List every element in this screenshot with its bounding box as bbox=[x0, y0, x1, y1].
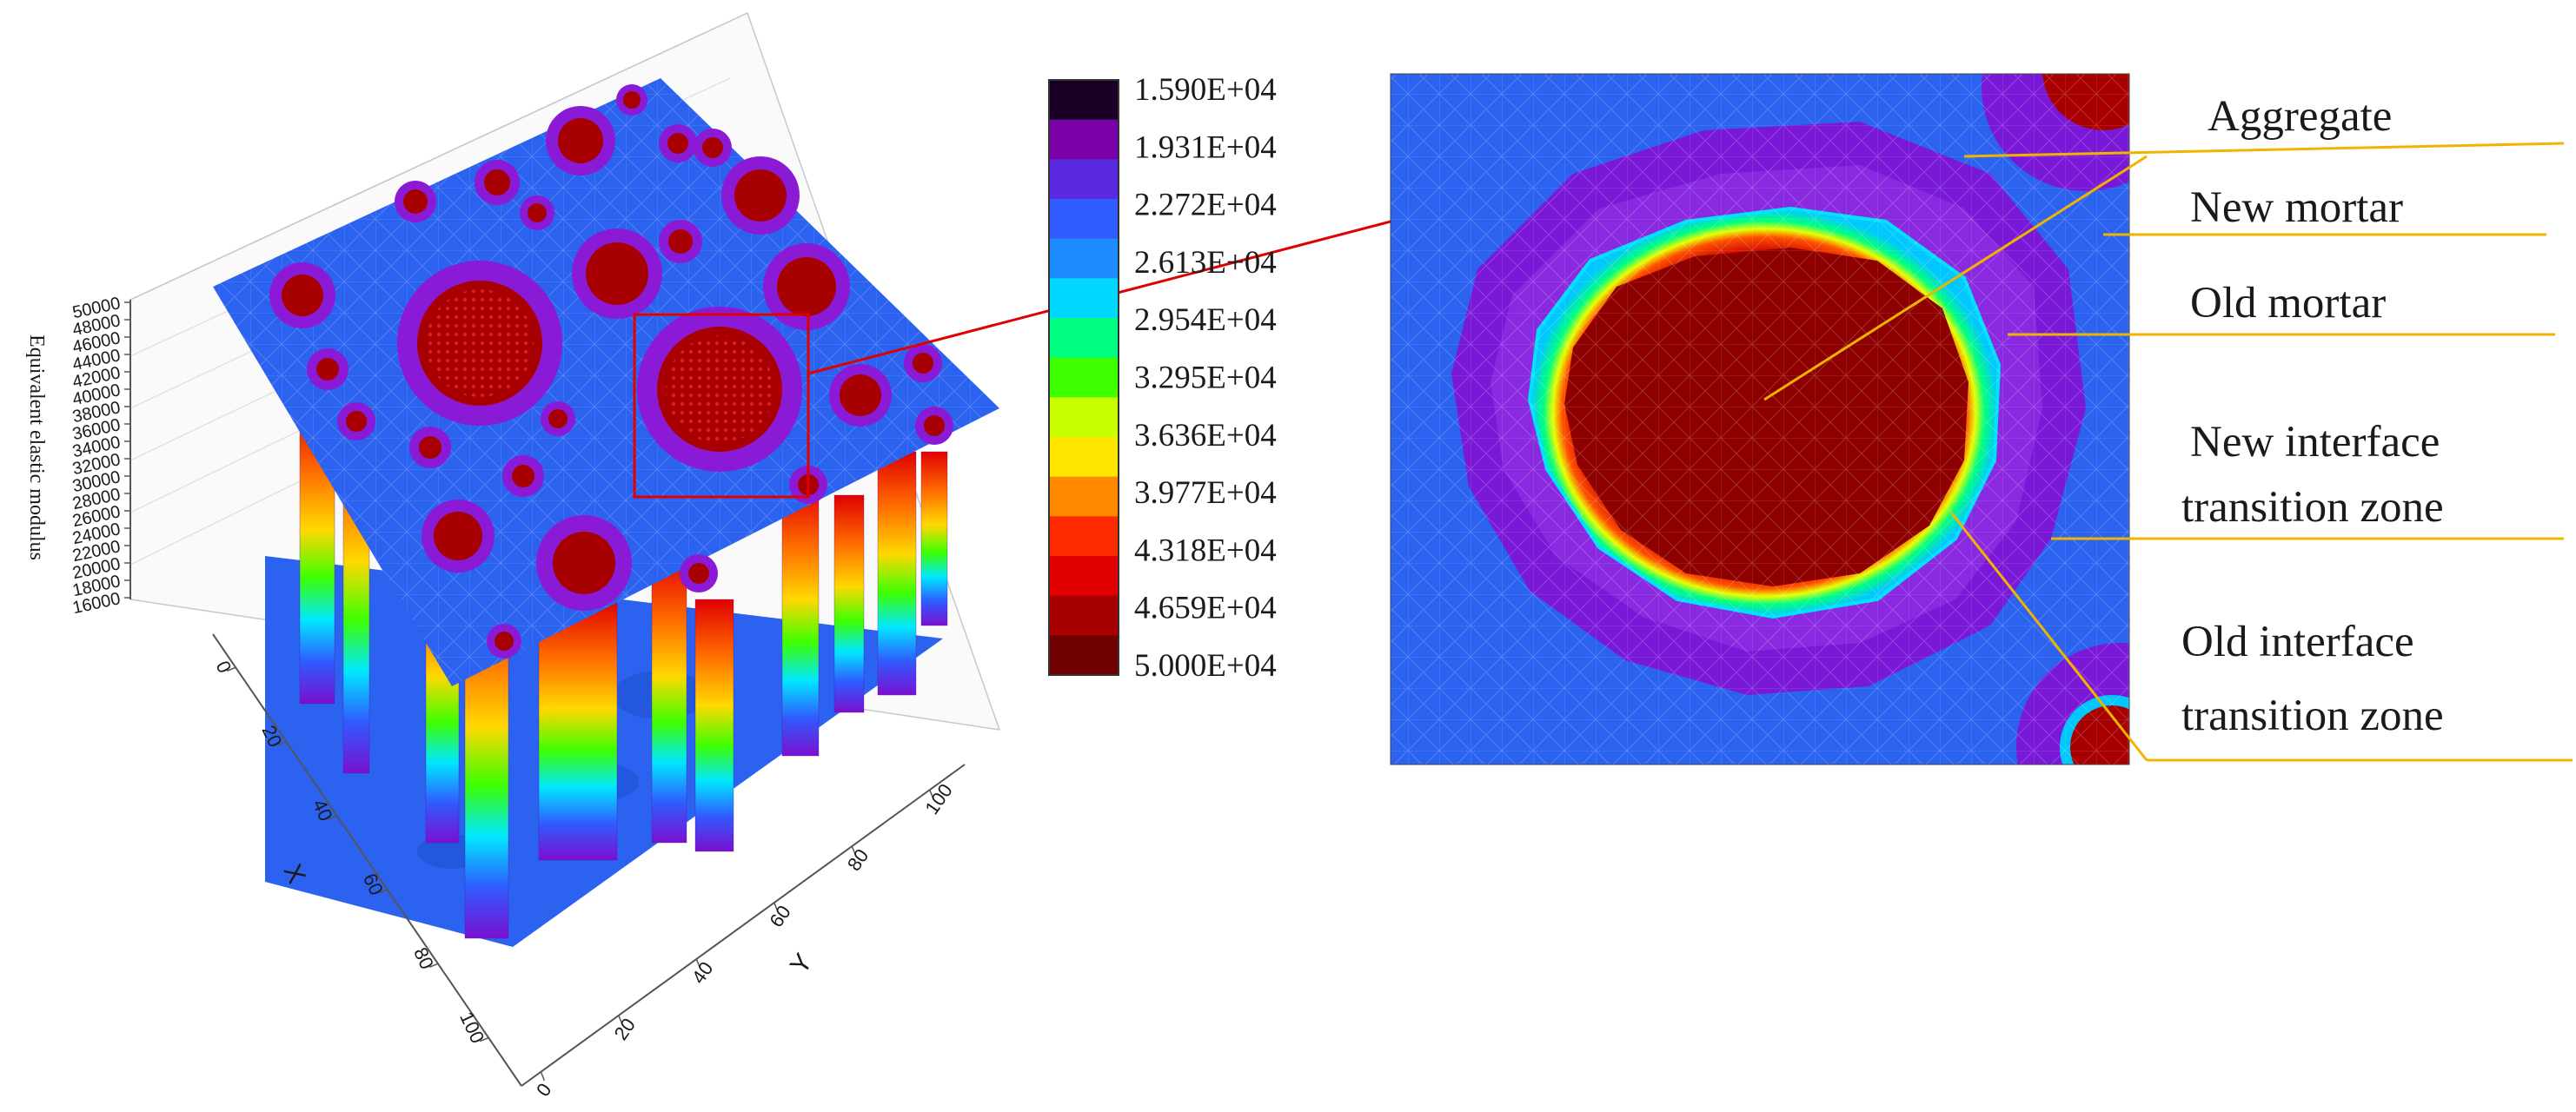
aggregate-medium-4 bbox=[546, 106, 615, 175]
callouts: Aggregate New mortar Old mortar New inte… bbox=[1763, 92, 2573, 762]
aggregate-large-1 bbox=[397, 261, 562, 426]
aggregate-small-9 bbox=[337, 402, 375, 440]
callout-leaders bbox=[1763, 142, 2573, 762]
aggregate-medium-5 bbox=[269, 262, 335, 328]
aggregate-small-17 bbox=[487, 624, 521, 659]
colorbar-band bbox=[1049, 119, 1119, 160]
callout-new-mortar: New mortar bbox=[2190, 183, 2403, 232]
aggregate-medium-1 bbox=[572, 228, 662, 319]
aggregate-medium-7 bbox=[536, 515, 632, 611]
colorbar-band bbox=[1049, 595, 1119, 636]
x-tick-mark bbox=[378, 889, 388, 894]
zoom-panel-frame bbox=[1390, 73, 2130, 765]
aggregate-small-8 bbox=[307, 348, 349, 390]
z-axis-label: Equivalent elastic modulus bbox=[25, 334, 48, 560]
colorbar-label: 1.931E+04 bbox=[1134, 129, 1277, 165]
callout-old-itz-line2: transition zone bbox=[2181, 692, 2444, 740]
colorbar-band bbox=[1049, 556, 1119, 597]
aggregate-small-4 bbox=[616, 84, 647, 116]
y-tick-label: 100 bbox=[920, 780, 957, 818]
z-axis: Equivalent elastic modulus 5000048000460… bbox=[25, 294, 131, 618]
colorbar-band bbox=[1049, 278, 1119, 319]
callout-new-itz-line2: transition zone bbox=[2181, 483, 2444, 532]
colorbar-band bbox=[1049, 397, 1119, 438]
colorbar-bands bbox=[1049, 80, 1119, 676]
colorbar-band bbox=[1049, 476, 1119, 517]
colorbar-band bbox=[1049, 437, 1119, 478]
colorbar-label: 2.613E+04 bbox=[1134, 245, 1277, 281]
zoom-panel bbox=[1390, 73, 2130, 765]
top-plane-aggregates bbox=[269, 84, 953, 659]
y-tick-mark bbox=[695, 958, 701, 969]
x-tick-mark bbox=[428, 963, 439, 969]
colorbar-band bbox=[1049, 516, 1119, 557]
y-tick-label: 0 bbox=[532, 1079, 556, 1100]
colorbar-band bbox=[1049, 318, 1119, 359]
aggregate-small-13 bbox=[904, 344, 942, 382]
x-tick-mark bbox=[328, 815, 337, 820]
colorbar-band bbox=[1049, 238, 1119, 279]
aggregate-small-2 bbox=[475, 160, 520, 205]
colorbar-label: 3.977E+04 bbox=[1134, 475, 1277, 511]
x-tick-label: 80 bbox=[409, 944, 438, 973]
y-tick-mark bbox=[773, 902, 779, 912]
colorbar-label: 4.659E+04 bbox=[1134, 591, 1277, 626]
colorbar-label: 5.000E+04 bbox=[1134, 648, 1277, 684]
plot-3d: Equivalent elastic modulus 5000048000460… bbox=[25, 11, 1001, 1101]
y-tick-mark bbox=[618, 1015, 623, 1025]
aggregate-small-3 bbox=[520, 195, 554, 230]
aggregate-small-1 bbox=[395, 181, 436, 222]
aggregate-small-12 bbox=[541, 401, 575, 436]
aggregate-large-2 bbox=[637, 307, 802, 472]
x-tick-mark bbox=[277, 740, 287, 746]
aggregate-medium-8 bbox=[422, 500, 495, 573]
top-plane-mesh bbox=[213, 78, 999, 686]
colorbar-label: 3.636E+04 bbox=[1134, 418, 1277, 453]
y-tick-mark bbox=[929, 789, 934, 799]
x-tick-label: 100 bbox=[455, 1009, 488, 1047]
aggregate-small-14 bbox=[915, 407, 953, 445]
aggregate-medium-2 bbox=[763, 243, 850, 330]
y-tick-mark bbox=[851, 845, 856, 856]
aggregate-small-5 bbox=[659, 124, 697, 162]
colorbar-label: 4.318E+04 bbox=[1134, 533, 1277, 568]
colorbar: 1.590E+04 1.931E+04 2.272E+04 2.613E+04 2.95… bbox=[1048, 72, 1277, 684]
colorbar-label: 3.295E+04 bbox=[1134, 361, 1277, 396]
zoom-region-box bbox=[633, 313, 810, 499]
aggregate-small-7 bbox=[659, 220, 702, 263]
colorbar-band bbox=[1049, 80, 1119, 121]
callout-old-mortar: Old mortar bbox=[2190, 279, 2386, 328]
y-tick-mark bbox=[540, 1071, 546, 1082]
aggregate-small-16 bbox=[680, 554, 718, 592]
callout-old-itz-line1: Old interface bbox=[2181, 618, 2414, 666]
x-tick-mark bbox=[226, 666, 236, 672]
aggregate-small-11 bbox=[502, 455, 544, 497]
aggregate-small-6 bbox=[694, 129, 732, 167]
callout-aggregate: Aggregate bbox=[2208, 92, 2392, 141]
colorbar-band bbox=[1049, 159, 1119, 200]
x-tick-label: 0 bbox=[211, 658, 236, 677]
y-axis-label: Y bbox=[785, 949, 819, 979]
aggregate-small-10 bbox=[409, 427, 451, 468]
colorbar-label: 2.272E+04 bbox=[1134, 188, 1277, 223]
colorbar-label: 1.590E+04 bbox=[1134, 72, 1277, 108]
callout-new-itz-line1: New interface bbox=[2190, 418, 2440, 467]
colorbar-band bbox=[1049, 199, 1119, 240]
colorbar-band bbox=[1049, 357, 1119, 398]
aggregate-medium-6 bbox=[829, 364, 892, 427]
colorbar-labels: 1.590E+04 1.931E+04 2.272E+04 2.613E+04 2.95… bbox=[1134, 72, 1277, 684]
x-tick-mark bbox=[479, 1036, 489, 1042]
colorbar-label: 2.954E+04 bbox=[1134, 302, 1277, 338]
colorbar-frame bbox=[1048, 79, 1119, 676]
colorbar-band bbox=[1049, 635, 1119, 676]
aggregate-medium-3 bbox=[721, 156, 800, 235]
